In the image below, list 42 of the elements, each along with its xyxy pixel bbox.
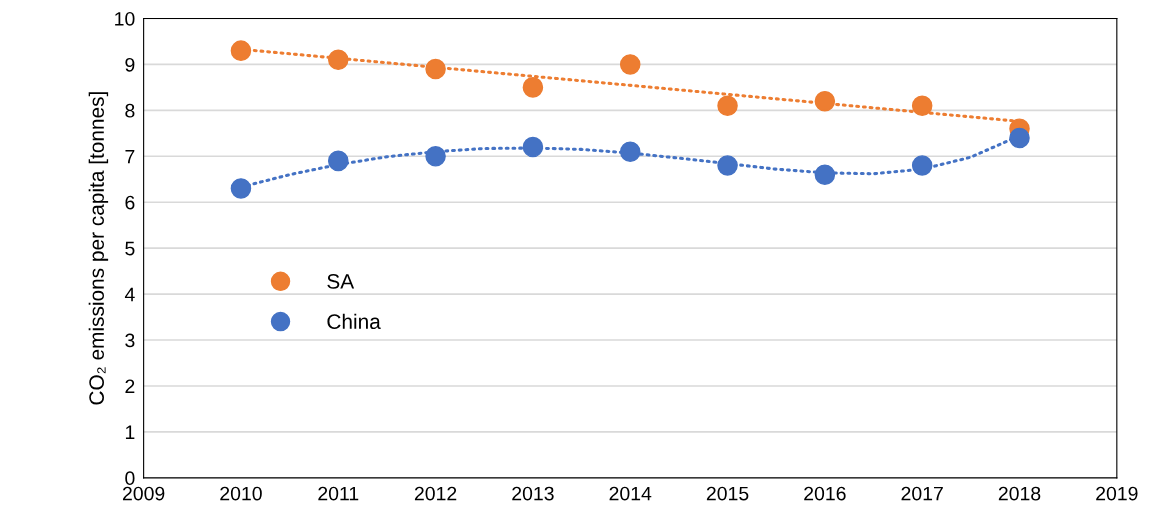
y-tick-label: 0 <box>125 471 135 486</box>
point <box>425 146 446 167</box>
point <box>230 40 252 61</box>
point <box>814 164 836 185</box>
y-tick-label: 1 <box>125 425 135 439</box>
y-tick-label: 10 <box>115 11 135 26</box>
point <box>911 155 933 176</box>
point <box>327 49 349 71</box>
x-tick-label: 2012 <box>414 486 457 501</box>
y-tick-label: 6 <box>125 195 135 210</box>
y-axis-title: CO₂ emissions per capita [tonnes] <box>88 92 109 405</box>
point <box>425 58 446 80</box>
point <box>522 77 544 98</box>
x-tick-label: 2009 <box>122 486 165 501</box>
point <box>1009 127 1030 149</box>
point <box>717 95 738 117</box>
x-tick-label: 2014 <box>609 486 652 501</box>
y-tick-label: 2 <box>125 379 135 394</box>
point <box>230 178 252 199</box>
point <box>619 141 641 162</box>
x-tick-label: 2011 <box>318 486 359 501</box>
y-tick-label: 8 <box>125 103 135 118</box>
point <box>717 155 738 176</box>
x-tick-label: 2015 <box>706 486 749 501</box>
y-tick-label: 7 <box>125 149 135 164</box>
x-tick-label: 2013 <box>512 486 554 501</box>
point <box>327 150 349 172</box>
point <box>522 136 544 158</box>
x-tick-label: 2019 <box>1096 486 1138 501</box>
x-tick-label: 2016 <box>804 486 846 501</box>
point <box>911 95 933 117</box>
legend-label: China <box>327 313 381 329</box>
x-tick-label: 2017 <box>901 486 943 501</box>
y-tick-label: 4 <box>124 287 135 302</box>
legend-label: SA <box>327 274 355 289</box>
point <box>619 54 641 75</box>
x-tick-label: 2010 <box>220 486 262 501</box>
x-tick-label: 2018 <box>998 486 1041 501</box>
point <box>814 90 836 112</box>
y-tick-label: 5 <box>125 241 135 256</box>
y-tick-label: 3 <box>125 333 135 348</box>
y-tick-label: 9 <box>125 57 135 72</box>
